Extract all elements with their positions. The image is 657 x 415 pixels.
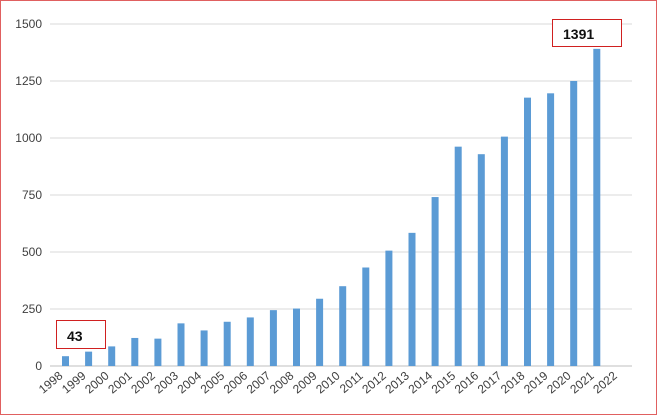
bar-2018 bbox=[524, 97, 531, 367]
bar-2019 bbox=[547, 93, 555, 366]
x-tick-label: 2007 bbox=[244, 368, 274, 396]
bar-2012 bbox=[385, 250, 393, 366]
x-tick-label: 2009 bbox=[290, 368, 320, 396]
x-tick-label: 2012 bbox=[359, 368, 389, 396]
x-tick-label: 2016 bbox=[452, 368, 482, 396]
bar-2016 bbox=[477, 154, 485, 366]
bar-2020 bbox=[570, 81, 578, 366]
bar-2001 bbox=[131, 337, 139, 366]
x-tick-label: 1999 bbox=[59, 368, 89, 396]
y-tick-label: 1500 bbox=[15, 17, 42, 31]
x-tick-label: 2021 bbox=[567, 368, 597, 396]
y-axis-tick-labels: 0 250 500 750 1000 1250 1500 bbox=[15, 17, 42, 373]
bar-2013 bbox=[408, 232, 416, 366]
y-tick-label: 1000 bbox=[15, 131, 42, 145]
x-tick-label: 2011 bbox=[337, 368, 366, 396]
x-axis-tick-labels: 1998199920002001200220032004200520062007… bbox=[36, 368, 620, 396]
bar-1999 bbox=[85, 351, 93, 366]
annotation-last-value: 1391 bbox=[552, 19, 622, 47]
bar-1998 bbox=[62, 356, 69, 366]
gridlines bbox=[50, 23, 632, 367]
bar-2005 bbox=[223, 321, 231, 366]
bar-2014 bbox=[431, 197, 439, 366]
annotation-first-value: 43 bbox=[56, 320, 106, 349]
x-tick-label: 2006 bbox=[221, 368, 251, 396]
bar-2015 bbox=[454, 146, 462, 366]
x-tick-label: 2010 bbox=[313, 368, 343, 396]
x-tick-label: 2017 bbox=[475, 368, 505, 396]
bar-2006 bbox=[246, 317, 254, 366]
y-tick-label: 0 bbox=[35, 359, 42, 373]
bar-2002 bbox=[154, 338, 162, 366]
x-tick-label: 2020 bbox=[544, 368, 574, 396]
bar-2007 bbox=[269, 310, 277, 366]
bar-2008 bbox=[293, 308, 300, 366]
bar-2000 bbox=[108, 346, 116, 366]
bar-2011 bbox=[362, 267, 370, 366]
bars bbox=[62, 48, 601, 367]
x-tick-label: 2002 bbox=[128, 368, 158, 396]
x-tick-label: 2013 bbox=[382, 368, 412, 396]
x-tick-label: 2004 bbox=[175, 368, 205, 396]
x-tick-label: 2000 bbox=[82, 368, 112, 396]
x-tick-label: 2003 bbox=[151, 368, 181, 396]
x-tick-label: 2005 bbox=[198, 368, 228, 396]
bar-2010 bbox=[339, 286, 347, 366]
bar-2021 bbox=[593, 48, 601, 367]
x-tick-label: 2018 bbox=[498, 368, 528, 396]
y-tick-label: 750 bbox=[22, 188, 42, 202]
x-tick-label: 2008 bbox=[267, 368, 297, 396]
bar-2003 bbox=[177, 323, 185, 366]
y-tick-label: 250 bbox=[22, 302, 42, 316]
x-tick-label: 2022 bbox=[590, 368, 620, 396]
x-tick-label: 2015 bbox=[429, 368, 459, 396]
y-tick-label: 500 bbox=[22, 245, 42, 259]
bar-2009 bbox=[316, 298, 324, 366]
y-tick-label: 1250 bbox=[15, 74, 42, 88]
bar-2017 bbox=[500, 136, 508, 366]
x-tick-label: 2014 bbox=[406, 368, 436, 396]
bar-2004 bbox=[200, 330, 208, 366]
x-tick-label: 2019 bbox=[521, 368, 551, 396]
x-tick-label: 2001 bbox=[105, 368, 135, 396]
